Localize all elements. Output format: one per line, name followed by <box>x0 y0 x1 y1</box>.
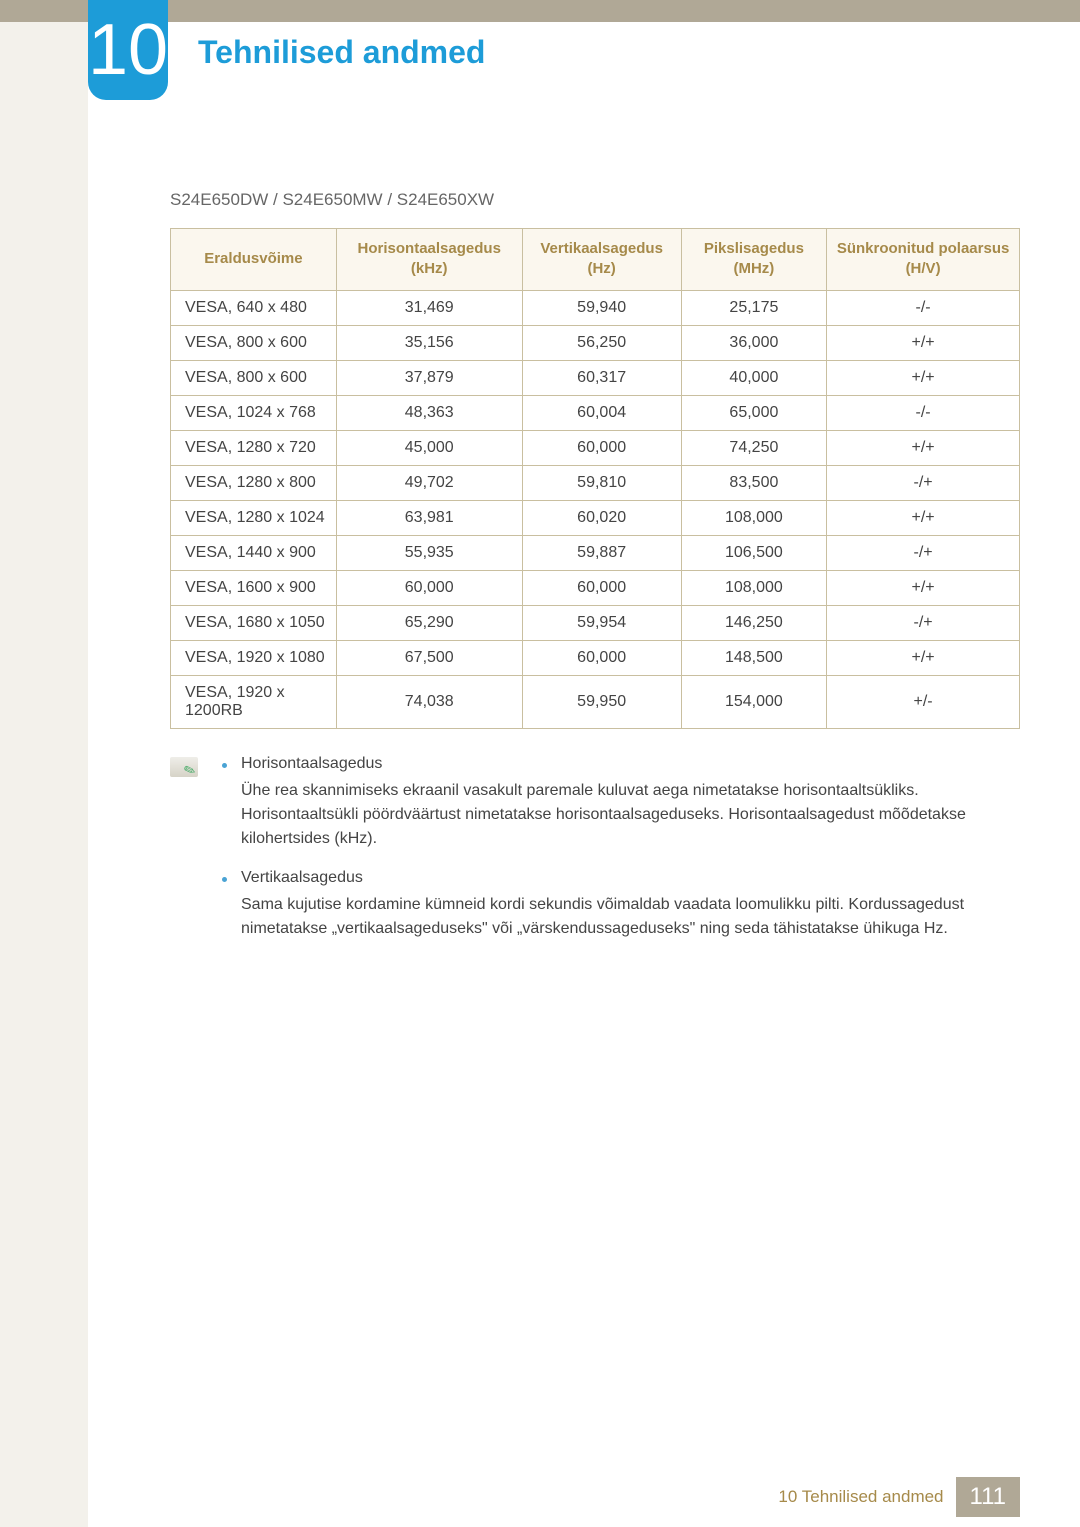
page-footer: 10 Tehnilised andmed 111 <box>778 1477 1020 1517</box>
table-row: VESA, 1680 x 105065,29059,954146,250-/+ <box>171 605 1020 640</box>
note-title: Horisontaalsagedus <box>241 755 1020 773</box>
model-subtitle: S24E650DW / S24E650MW / S24E650XW <box>170 190 1020 210</box>
table-row: VESA, 1600 x 90060,00060,000108,000+/+ <box>171 570 1020 605</box>
table-cell: 65,000 <box>681 395 827 430</box>
table-cell: 59,887 <box>522 535 681 570</box>
table-cell: +/- <box>827 675 1020 728</box>
table-cell: 56,250 <box>522 325 681 360</box>
table-cell: VESA, 1440 x 900 <box>171 535 337 570</box>
col-hfreq: Horisontaalsagedus (kHz) <box>336 229 522 291</box>
table-cell: -/- <box>827 395 1020 430</box>
table-cell: 146,250 <box>681 605 827 640</box>
table-row: VESA, 1440 x 90055,93559,887106,500-/+ <box>171 535 1020 570</box>
table-row: VESA, 1920 x 1200RB74,03859,950154,000+/… <box>171 675 1020 728</box>
table-cell: 25,175 <box>681 290 827 325</box>
table-row: VESA, 1920 x 108067,50060,000148,500+/+ <box>171 640 1020 675</box>
chapter-number-badge: 10 <box>88 0 168 100</box>
col-polarity: Sünkroonitud polaarsus (H/V) <box>827 229 1020 291</box>
table-cell: VESA, 1920 x 1200RB <box>171 675 337 728</box>
table-cell: 63,981 <box>336 500 522 535</box>
table-cell: 65,290 <box>336 605 522 640</box>
table-cell: +/+ <box>827 500 1020 535</box>
table-cell: VESA, 640 x 480 <box>171 290 337 325</box>
table-cell: +/+ <box>827 360 1020 395</box>
table-cell: VESA, 1680 x 1050 <box>171 605 337 640</box>
col-resolution: Eraldusvõime <box>171 229 337 291</box>
table-cell: 59,940 <box>522 290 681 325</box>
table-cell: +/+ <box>827 570 1020 605</box>
notes-body: Horisontaalsagedus Ühe rea skannimiseks e… <box>216 755 1020 959</box>
table-cell: 48,363 <box>336 395 522 430</box>
table-cell: -/+ <box>827 465 1020 500</box>
table-cell: 40,000 <box>681 360 827 395</box>
table-cell: 106,500 <box>681 535 827 570</box>
table-cell: 59,954 <box>522 605 681 640</box>
table-cell: VESA, 1280 x 720 <box>171 430 337 465</box>
table-cell: 74,250 <box>681 430 827 465</box>
table-cell: 154,000 <box>681 675 827 728</box>
table-cell: 148,500 <box>681 640 827 675</box>
table-cell: 55,935 <box>336 535 522 570</box>
table-cell: -/+ <box>827 605 1020 640</box>
table-cell: +/+ <box>827 325 1020 360</box>
left-margin-strip <box>0 22 88 1527</box>
table-cell: -/- <box>827 290 1020 325</box>
table-cell: VESA, 800 x 600 <box>171 360 337 395</box>
table-cell: VESA, 1280 x 1024 <box>171 500 337 535</box>
table-row: VESA, 1280 x 72045,00060,00074,250+/+ <box>171 430 1020 465</box>
col-pixelclock: Pikslisagedus (MHz) <box>681 229 827 291</box>
table-cell: +/+ <box>827 640 1020 675</box>
table-cell: 35,156 <box>336 325 522 360</box>
table-cell: 83,500 <box>681 465 827 500</box>
col-vfreq: Vertikaalsagedus (Hz) <box>522 229 681 291</box>
table-cell: 60,000 <box>522 570 681 605</box>
footer-page-number: 111 <box>956 1477 1020 1517</box>
table-cell: VESA, 1920 x 1080 <box>171 640 337 675</box>
table-cell: 60,000 <box>336 570 522 605</box>
table-cell: VESA, 800 x 600 <box>171 325 337 360</box>
table-cell: 45,000 <box>336 430 522 465</box>
spec-table: Eraldusvõime Horisontaalsagedus (kHz) Ve… <box>170 228 1020 729</box>
table-cell: 60,004 <box>522 395 681 430</box>
page-title: Tehnilised andmed <box>198 34 485 71</box>
bullet-icon <box>222 763 227 768</box>
table-cell: 67,500 <box>336 640 522 675</box>
table-row: VESA, 1024 x 76848,36360,00465,000-/- <box>171 395 1020 430</box>
table-row: VESA, 1280 x 80049,70259,81083,500-/+ <box>171 465 1020 500</box>
table-cell: 37,879 <box>336 360 522 395</box>
footer-chapter-label: 10 Tehnilised andmed <box>778 1487 943 1507</box>
table-cell: 49,702 <box>336 465 522 500</box>
table-cell: 60,020 <box>522 500 681 535</box>
table-row: VESA, 1280 x 102463,98160,020108,000+/+ <box>171 500 1020 535</box>
table-cell: 108,000 <box>681 500 827 535</box>
table-cell: 60,000 <box>522 640 681 675</box>
content-area: S24E650DW / S24E650MW / S24E650XW Eraldu… <box>170 190 1020 959</box>
bullet-icon <box>222 877 227 882</box>
table-cell: 108,000 <box>681 570 827 605</box>
table-cell: 36,000 <box>681 325 827 360</box>
table-cell: -/+ <box>827 535 1020 570</box>
note-icon <box>170 757 198 777</box>
table-cell: 60,000 <box>522 430 681 465</box>
note-title: Vertikaalsagedus <box>241 869 1020 887</box>
table-row: VESA, 800 x 60037,87960,31740,000+/+ <box>171 360 1020 395</box>
table-row: VESA, 800 x 60035,15656,25036,000+/+ <box>171 325 1020 360</box>
table-cell: 59,810 <box>522 465 681 500</box>
notes-section: Horisontaalsagedus Ühe rea skannimiseks e… <box>170 755 1020 959</box>
table-cell: VESA, 1024 x 768 <box>171 395 337 430</box>
note-paragraph: Sama kujutise kordamine kümneid kordi se… <box>241 893 1020 941</box>
table-cell: 60,317 <box>522 360 681 395</box>
table-cell: VESA, 1600 x 900 <box>171 570 337 605</box>
table-cell: 31,469 <box>336 290 522 325</box>
note-bullet-row: Vertikaalsagedus <box>216 869 1020 887</box>
note-paragraph: Ühe rea skannimiseks ekraanil vasakult p… <box>241 779 1020 851</box>
table-row: VESA, 640 x 48031,46959,94025,175-/- <box>171 290 1020 325</box>
note-bullet-row: Horisontaalsagedus <box>216 755 1020 773</box>
table-cell: +/+ <box>827 430 1020 465</box>
table-header-row: Eraldusvõime Horisontaalsagedus (kHz) Ve… <box>171 229 1020 291</box>
table-cell: VESA, 1280 x 800 <box>171 465 337 500</box>
table-cell: 59,950 <box>522 675 681 728</box>
table-cell: 74,038 <box>336 675 522 728</box>
